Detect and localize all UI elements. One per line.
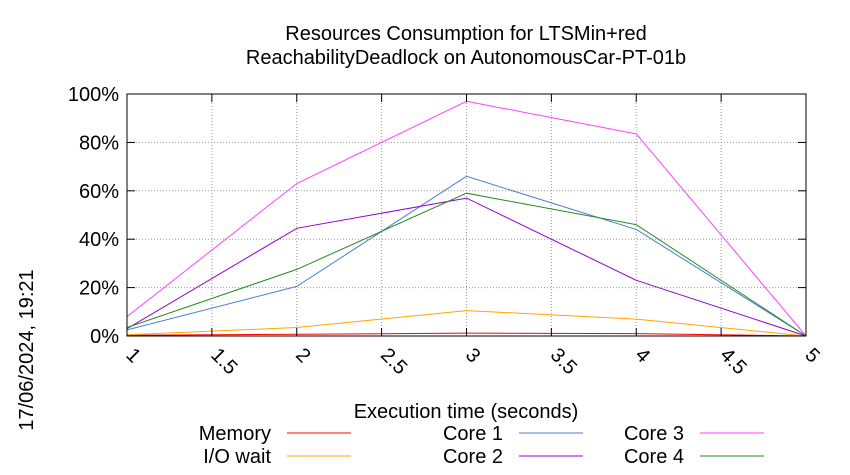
legend-label: Core 1 xyxy=(443,423,503,445)
series-line-core-2 xyxy=(126,197,807,337)
x-tick-label: 2 xyxy=(291,344,314,367)
x-tick-label: 2.5 xyxy=(376,344,411,379)
timestamp-label: 17/06/2024, 19:21 xyxy=(16,269,38,430)
y-tick-label: 40% xyxy=(79,229,119,251)
series-line-i-o-wait xyxy=(126,310,807,337)
y-tick-label: 80% xyxy=(79,132,119,154)
legend-label: Memory xyxy=(199,423,271,445)
legend-label: Core 3 xyxy=(624,423,684,445)
x-tick-label: 3 xyxy=(461,344,484,367)
x-tick-label: 3.5 xyxy=(546,344,581,379)
y-tick-label: 60% xyxy=(79,181,119,203)
x-tick-label: 1 xyxy=(121,344,144,367)
chart-title-line: Resources Consumption for LTSMin+red xyxy=(285,23,646,45)
x-tick-label: 1.5 xyxy=(206,344,241,379)
x-axis-label: Execution time (seconds) xyxy=(354,401,579,423)
chart-title: Resources Consumption for LTSMin+redReac… xyxy=(246,23,686,69)
legend-label: Core 2 xyxy=(443,446,503,468)
x-tick-label: 5 xyxy=(800,344,823,367)
series-line-core-4 xyxy=(126,192,807,337)
x-tick-label: 4.5 xyxy=(716,344,751,379)
y-tick-label: 100% xyxy=(68,84,119,106)
y-axis-ticks: 0% 20% 40% 60% 80% 100% xyxy=(68,84,806,348)
y-tick-label: 0% xyxy=(90,326,119,348)
x-tick-label: 4 xyxy=(631,344,654,367)
series-line-core-1 xyxy=(126,175,807,337)
y-tick-label: 20% xyxy=(79,278,119,300)
chart-title-line: ReachabilityDeadlock on AutonomousCar-PT… xyxy=(246,47,686,69)
legend-label: I/O wait xyxy=(203,446,271,468)
legend-label: Core 4 xyxy=(624,446,684,468)
chart-grid xyxy=(127,94,806,336)
